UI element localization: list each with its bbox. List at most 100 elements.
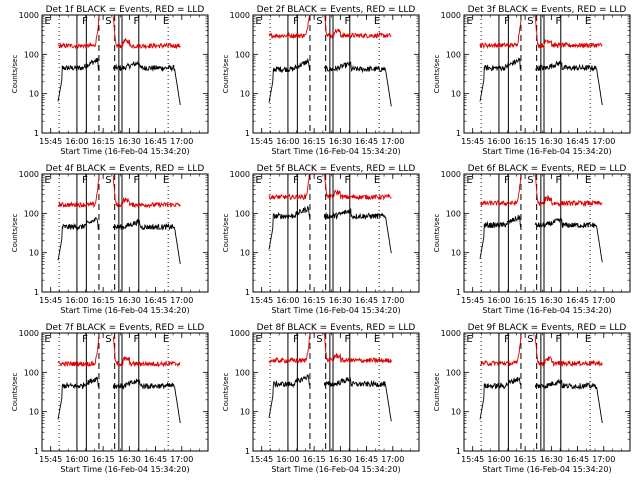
lld-series-line [57, 174, 181, 209]
x-tick-label: 16:00 [276, 137, 299, 146]
segment-marker-label: F [134, 175, 140, 186]
y-axis-label: Counts/sec [11, 373, 19, 412]
x-tick-label: 16:00 [487, 137, 510, 146]
segment-marker-label: F [293, 334, 299, 345]
x-tick-label: 16:00 [276, 455, 299, 464]
x-tick-label: 16:45 [566, 296, 589, 305]
panel-det-8f: Det 8f BLACK = Events, RED = LLD 1 10 100 10… [222, 323, 420, 474]
events-series-line [268, 57, 392, 107]
plot-frame [463, 173, 631, 293]
plot-frame [463, 14, 631, 134]
segment-marker-label: E [585, 334, 591, 345]
plot-frame [41, 14, 209, 134]
segment-marker-label: E [466, 334, 472, 345]
y-tick-label: 1 [34, 447, 39, 456]
y-tick-label: 1000 [19, 329, 39, 338]
x-tick-label: 15:45 [461, 137, 484, 146]
plot-frame [41, 332, 209, 452]
x-tick-label: 16:45 [355, 455, 378, 464]
x-tick-label: 16:30 [118, 296, 141, 305]
x-tick-label: 16:00 [487, 296, 510, 305]
chart-title: Det 4f BLACK = Events, RED = LLD [46, 164, 205, 174]
y-tick-label: 1 [245, 129, 250, 138]
segment-marker-label: S [105, 16, 111, 27]
x-tick-label: 17:00 [592, 296, 615, 305]
chart-title: Det 1f BLACK = Events, RED = LLD [46, 5, 205, 15]
y-tick-label: 100 [24, 50, 39, 59]
y-tick-label: 10 [240, 408, 250, 417]
x-tick-label: 16:45 [566, 137, 589, 146]
x-tick-label: 16:15 [92, 137, 115, 146]
segment-marker-label: F [504, 334, 510, 345]
events-series-line [479, 214, 603, 263]
x-tick-label: 15:45 [250, 137, 273, 146]
segment-marker-label: S [105, 334, 111, 345]
x-tick-label: 16:15 [514, 137, 537, 146]
x-axis-label: Start Time (16-Feb-04 15:34:20) [271, 147, 400, 156]
x-axis-label: Start Time (16-Feb-04 15:34:20) [271, 465, 400, 474]
y-tick-label: 10 [451, 249, 461, 258]
x-tick-label: 16:30 [329, 455, 352, 464]
x-tick-label: 15:45 [250, 455, 273, 464]
x-tick-label: 16:00 [487, 455, 510, 464]
x-axis-label: Start Time (16-Feb-04 15:34:20) [271, 306, 400, 315]
x-tick-label: 17:00 [381, 455, 404, 464]
panel-det-9f: Det 9f BLACK = Events, RED = LLD 1 10 100 10… [433, 323, 631, 474]
segment-marker-label: E [374, 334, 380, 345]
segment-marker-label: F [134, 16, 140, 27]
events-series-line [57, 216, 181, 265]
events-series-line [57, 376, 181, 424]
plot-frame [41, 173, 209, 293]
plot-frame [463, 332, 631, 452]
lld-series-line [57, 16, 181, 50]
x-tick-label: 16:00 [276, 296, 299, 305]
x-tick-label: 15:45 [461, 296, 484, 305]
segment-marker-label: E [374, 16, 380, 27]
segment-marker-label: F [556, 175, 562, 186]
y-tick-label: 100 [235, 50, 250, 59]
segment-marker-label: F [504, 175, 510, 186]
events-series-line [57, 57, 181, 106]
segment-marker-label: S [316, 175, 322, 186]
segment-marker-label: E [585, 175, 591, 186]
y-tick-label: 100 [235, 368, 250, 377]
x-tick-label: 15:45 [461, 455, 484, 464]
segment-marker-label: E [374, 175, 380, 186]
segment-marker-label: E [255, 16, 261, 27]
x-tick-label: 15:45 [39, 137, 62, 146]
chart-title: Det 2f BLACK = Events, RED = LLD [257, 5, 416, 15]
x-tick-label: 16:30 [118, 455, 141, 464]
y-tick-label: 1 [456, 447, 461, 456]
y-tick-label: 100 [24, 368, 39, 377]
y-tick-label: 1000 [19, 170, 39, 179]
x-tick-label: 15:45 [39, 455, 62, 464]
y-tick-label: 1 [34, 129, 39, 138]
x-tick-label: 16:30 [540, 455, 563, 464]
x-tick-label: 16:45 [144, 137, 167, 146]
panel-det-4f: Det 4f BLACK = Events, RED = LLD 1 10 100 10… [11, 164, 209, 315]
panel-det-2f: Det 2f BLACK = Events, RED = LLD 1 10 100 10… [222, 5, 420, 156]
x-tick-label: 15:45 [250, 296, 273, 305]
segment-marker-label: E [466, 175, 472, 186]
y-tick-label: 100 [235, 209, 250, 218]
x-tick-label: 16:30 [329, 137, 352, 146]
segment-marker-label: F [134, 334, 140, 345]
chart-title: Det 3f BLACK = Events, RED = LLD [468, 5, 627, 15]
y-axis-label: Counts/sec [433, 373, 441, 412]
y-axis-label: Counts/sec [222, 214, 230, 253]
x-tick-label: 17:00 [170, 455, 193, 464]
chart-title: Det 9f BLACK = Events, RED = LLD [468, 323, 627, 333]
y-tick-label: 1000 [19, 11, 39, 20]
y-tick-label: 100 [24, 209, 39, 218]
x-tick-label: 16:45 [355, 137, 378, 146]
plot-frame [252, 332, 420, 452]
y-tick-label: 10 [29, 249, 39, 258]
x-tick-label: 16:15 [92, 455, 115, 464]
panel-det-1f: Det 1f BLACK = Events, RED = LLD 1 10 100 10… [11, 5, 209, 156]
y-axis-label: Counts/sec [11, 214, 19, 253]
x-tick-label: 16:45 [566, 455, 589, 464]
x-tick-label: 16:15 [92, 296, 115, 305]
x-tick-label: 16:00 [65, 455, 88, 464]
segment-marker-label: F [556, 334, 562, 345]
